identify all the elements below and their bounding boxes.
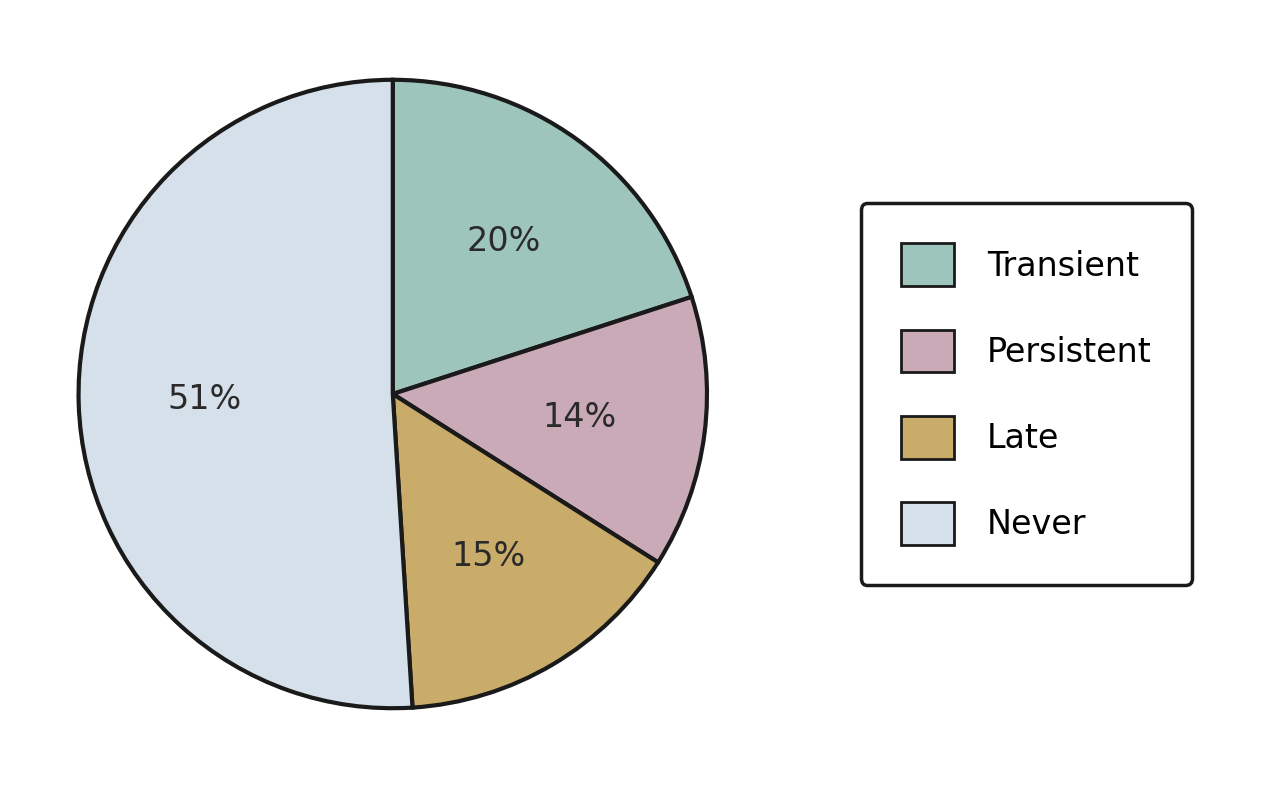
- Text: 14%: 14%: [542, 401, 617, 434]
- Wedge shape: [79, 80, 413, 708]
- Wedge shape: [393, 80, 692, 394]
- Wedge shape: [393, 394, 658, 708]
- Legend: Transient, Persistent, Late, Never: Transient, Persistent, Late, Never: [860, 203, 1192, 585]
- Text: 15%: 15%: [451, 540, 526, 573]
- Text: 20%: 20%: [466, 225, 541, 258]
- Wedge shape: [393, 297, 707, 563]
- Text: 51%: 51%: [167, 384, 242, 416]
